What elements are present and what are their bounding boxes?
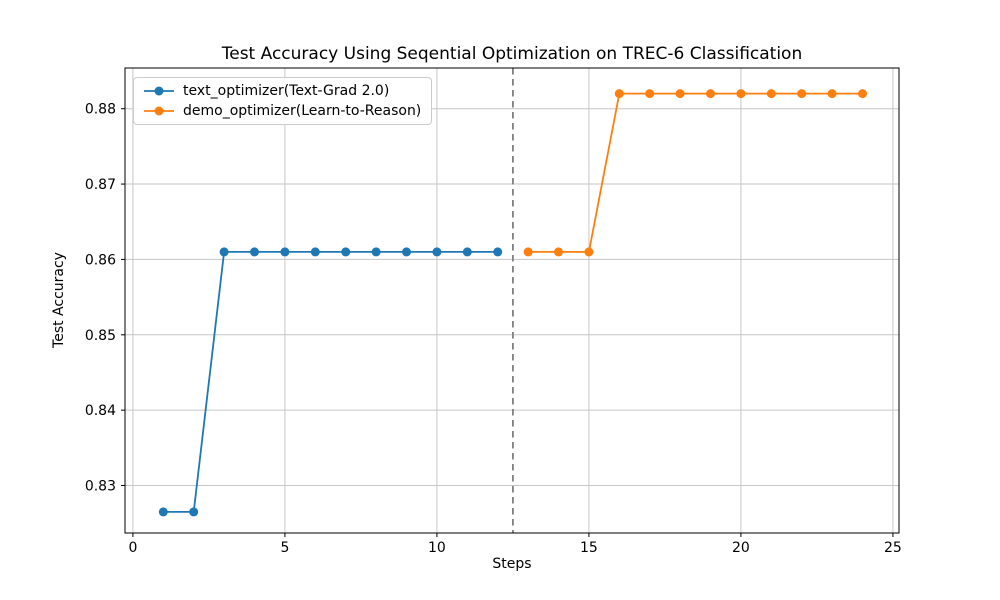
y-tick-label: 0.88: [85, 102, 116, 118]
data-point: [675, 89, 685, 99]
data-point: [645, 89, 655, 99]
y-tick-label: 0.86: [85, 252, 116, 268]
line-marker-icon: [142, 84, 176, 98]
data-point: [797, 89, 807, 99]
data-point: [766, 89, 776, 99]
x-tick-label: 20: [732, 540, 750, 556]
legend-item-text-optimizer: text_optimizer(Text-Grad 2.0): [142, 83, 421, 99]
data-point: [310, 247, 320, 257]
data-point: [432, 247, 442, 257]
line-marker-icon: [142, 104, 176, 118]
data-point: [736, 89, 746, 99]
data-point: [706, 89, 716, 99]
x-tick-label: 5: [280, 540, 289, 556]
data-point: [523, 247, 533, 257]
data-point: [250, 247, 260, 257]
legend-item-demo-optimizer: demo_optimizer(Learn-to-Reason): [142, 103, 421, 119]
y-tick-label: 0.83: [85, 479, 116, 495]
series-line-0: [163, 250, 498, 513]
axes-frame: [124, 67, 900, 534]
data-point: [554, 247, 564, 257]
data-point: [493, 247, 503, 257]
data-point: [858, 89, 868, 99]
x-tick-label: 0: [128, 540, 137, 556]
data-point: [371, 247, 381, 257]
series-line-1: [528, 92, 863, 253]
data-point: [462, 247, 472, 257]
data-point: [189, 507, 199, 517]
x-tick-label: 10: [428, 540, 446, 556]
legend-label-demo-optimizer: demo_optimizer(Learn-to-Reason): [183, 103, 422, 119]
data-point: [827, 89, 837, 99]
data-point: [341, 247, 351, 257]
data-point: [614, 89, 624, 99]
y-tick-label: 0.85: [85, 328, 116, 344]
data-point: [584, 247, 594, 257]
data-point: [402, 247, 412, 257]
data-point: [219, 247, 229, 257]
x-axis-label: Steps: [492, 556, 532, 572]
legend-label-text-optimizer: text_optimizer(Text-Grad 2.0): [183, 83, 390, 99]
y-tick-label: 0.84: [85, 403, 116, 419]
data-point: [280, 247, 290, 257]
data-point: [158, 507, 168, 517]
legend: text_optimizer(Text-Grad 2.0) demo_optim…: [133, 77, 433, 125]
x-tick-label: 15: [580, 540, 598, 556]
y-tick-label: 0.87: [85, 177, 116, 193]
chart-title: Test Accuracy Using Seqential Optimizati…: [221, 44, 803, 64]
x-tick-label: 25: [884, 540, 902, 556]
